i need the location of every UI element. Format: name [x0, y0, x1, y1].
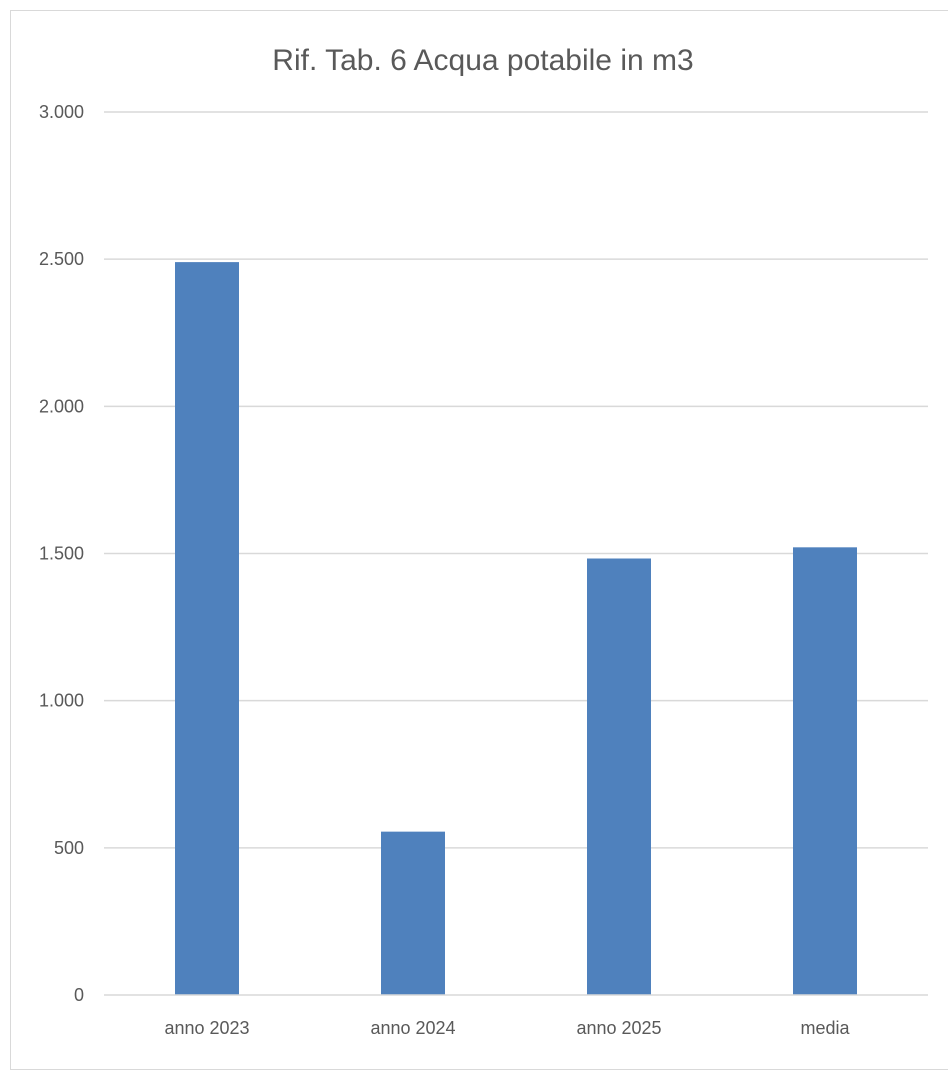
x-category-label: anno 2024	[370, 1018, 455, 1038]
bar-anno-2024	[381, 831, 445, 995]
x-category-label: media	[800, 1018, 850, 1038]
x-axis-category-labels: anno 2023 anno 2024 anno 2025 media	[164, 1018, 850, 1038]
bar-anno-2023	[175, 262, 239, 995]
x-category-label: anno 2025	[576, 1018, 661, 1038]
y-axis-tick-labels: 0 500 1.000 1.500 2.000 2.500 3.000	[39, 102, 84, 1005]
y-tick-label: 3.000	[39, 102, 84, 122]
y-tick-label: 2.000	[39, 396, 84, 416]
y-tick-label: 2.500	[39, 249, 84, 269]
bar-anno-2025	[587, 558, 651, 995]
y-tick-label: 500	[54, 838, 84, 858]
gridlines	[104, 111, 928, 849]
x-category-label: anno 2023	[164, 1018, 249, 1038]
y-tick-label: 1.500	[39, 544, 84, 564]
y-tick-label: 1.000	[39, 691, 84, 711]
bar-media	[793, 547, 857, 995]
y-tick-label: 0	[74, 985, 84, 1005]
chart-title: Rif. Tab. 6 Acqua potabile in m3	[272, 44, 693, 77]
bars	[175, 262, 857, 995]
chart-frame	[10, 10, 948, 1070]
